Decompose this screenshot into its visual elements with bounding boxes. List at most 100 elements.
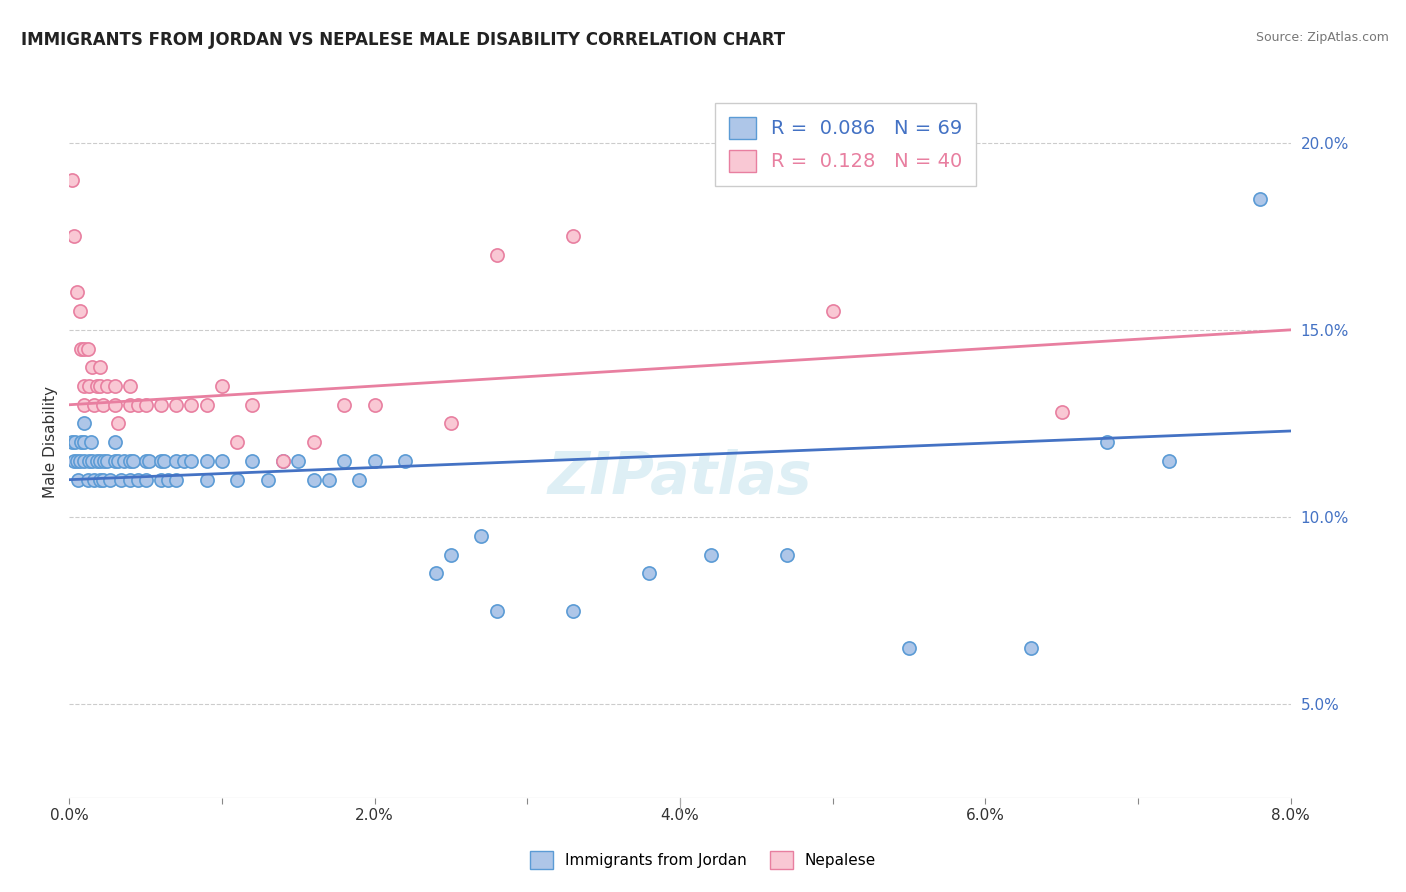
Point xyxy=(1019,641,1042,656)
Point xyxy=(149,398,172,412)
Point xyxy=(120,454,142,468)
Point xyxy=(287,454,309,468)
Point xyxy=(180,454,202,468)
Point xyxy=(73,454,96,468)
Point xyxy=(76,342,98,356)
Point xyxy=(157,473,180,487)
Point xyxy=(86,454,108,468)
Point xyxy=(70,435,93,450)
Point xyxy=(242,398,264,412)
Point xyxy=(333,454,356,468)
Point xyxy=(363,398,385,412)
Point xyxy=(138,454,160,468)
Point xyxy=(66,285,89,300)
Point xyxy=(83,473,105,487)
Point xyxy=(165,398,187,412)
Point xyxy=(91,398,114,412)
Point xyxy=(60,435,83,450)
Point xyxy=(96,379,118,393)
Point xyxy=(62,229,84,244)
Point xyxy=(318,473,340,487)
Point xyxy=(104,454,127,468)
Point xyxy=(195,473,218,487)
Point xyxy=(1050,405,1073,419)
Point xyxy=(104,435,127,450)
Point xyxy=(226,473,249,487)
Point xyxy=(211,379,233,393)
Point xyxy=(82,360,104,375)
Text: IMMIGRANTS FROM JORDAN VS NEPALESE MALE DISABILITY CORRELATION CHART: IMMIGRANTS FROM JORDAN VS NEPALESE MALE … xyxy=(21,31,785,49)
Point xyxy=(93,454,115,468)
Point xyxy=(242,454,264,468)
Legend: R =  0.086   N = 69, R =  0.128   N = 40: R = 0.086 N = 69, R = 0.128 N = 40 xyxy=(714,103,976,186)
Point xyxy=(562,604,585,618)
Point xyxy=(73,342,96,356)
Point xyxy=(226,435,249,450)
Point xyxy=(73,398,96,412)
Point xyxy=(211,454,233,468)
Point xyxy=(776,548,799,562)
Point xyxy=(69,454,91,468)
Point xyxy=(120,398,142,412)
Point xyxy=(1097,435,1119,450)
Point xyxy=(440,548,463,562)
Point xyxy=(153,454,176,468)
Point xyxy=(638,566,661,581)
Point xyxy=(485,248,508,262)
Point xyxy=(271,454,294,468)
Point xyxy=(65,435,87,450)
Point xyxy=(67,473,90,487)
Point xyxy=(96,454,118,468)
Point xyxy=(256,473,278,487)
Point xyxy=(173,454,195,468)
Point xyxy=(425,566,447,581)
Point xyxy=(77,454,100,468)
Point xyxy=(89,454,111,468)
Point xyxy=(135,398,157,412)
Point xyxy=(73,435,96,450)
Point xyxy=(302,435,325,450)
Point xyxy=(349,473,371,487)
Point xyxy=(120,473,142,487)
Point xyxy=(180,398,202,412)
Point xyxy=(79,435,101,450)
Text: ZIPatlas: ZIPatlas xyxy=(548,450,813,507)
Point xyxy=(107,417,129,431)
Point xyxy=(60,173,83,187)
Point xyxy=(66,454,89,468)
Point xyxy=(363,454,385,468)
Y-axis label: Male Disability: Male Disability xyxy=(44,386,58,499)
Point xyxy=(62,454,84,468)
Point xyxy=(470,529,492,543)
Point xyxy=(112,454,135,468)
Point xyxy=(127,398,149,412)
Point xyxy=(271,454,294,468)
Point xyxy=(83,398,105,412)
Point xyxy=(73,417,96,431)
Point xyxy=(165,473,187,487)
Point xyxy=(135,454,157,468)
Point xyxy=(110,473,132,487)
Point xyxy=(89,473,111,487)
Point xyxy=(135,473,157,487)
Point xyxy=(104,398,127,412)
Point xyxy=(91,473,114,487)
Point xyxy=(195,454,218,468)
Point xyxy=(73,379,96,393)
Point xyxy=(127,473,149,487)
Point xyxy=(898,641,921,656)
Point xyxy=(1157,454,1180,468)
Point xyxy=(76,473,98,487)
Point xyxy=(562,229,585,244)
Point xyxy=(165,454,187,468)
Point xyxy=(699,548,721,562)
Point xyxy=(104,379,127,393)
Legend: Immigrants from Jordan, Nepalese: Immigrants from Jordan, Nepalese xyxy=(524,845,882,875)
Point xyxy=(1249,192,1271,206)
Point xyxy=(69,304,91,318)
Point xyxy=(122,454,145,468)
Point xyxy=(302,473,325,487)
Point xyxy=(195,398,218,412)
Point xyxy=(485,604,508,618)
Point xyxy=(333,398,356,412)
